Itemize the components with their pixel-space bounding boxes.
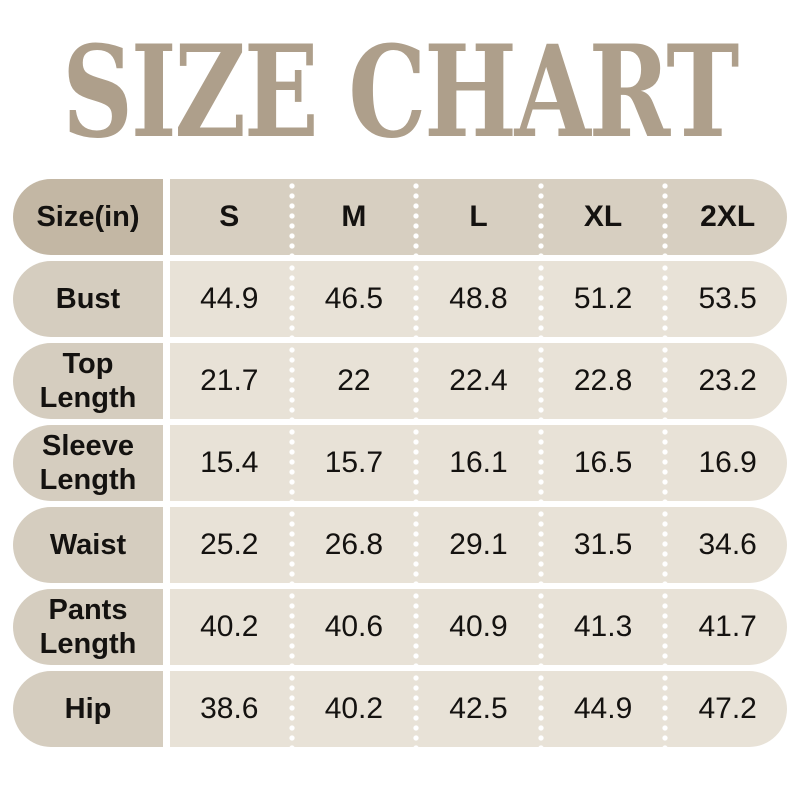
value-cell: 16.5 [573,446,633,479]
dotted-divider [537,425,544,501]
row-label: Sleeve Length [13,425,163,501]
dotted-divider [288,589,295,665]
dotted-divider [662,589,669,665]
row-label: Top Length [13,343,163,419]
row-label: Bust [13,261,163,337]
dotted-divider [537,671,544,747]
dotted-divider [662,261,669,337]
value-cell: 25.2 [200,528,259,561]
dotted-divider [288,671,295,747]
dotted-divider [537,589,544,665]
dotted-divider [413,671,420,747]
table-row-sleeve-length: Sleeve Length 15.4 15.7 16.1 16.5 16.9 [13,425,787,501]
dotted-divider [288,425,295,501]
table-row-waist: Waist 25.2 26.8 29.1 31.5 34.6 [13,507,787,583]
value-cell: 15.7 [324,446,384,479]
dotted-divider [288,343,295,419]
value-cell: 48.8 [449,282,508,315]
size-table: Size(in) S M L XL 2XL Bust 44.9 46.5 48 [13,179,787,753]
value-cell: 22 [337,364,371,397]
value-cell: 31.5 [573,528,633,561]
row-band: 44.9 46.5 48.8 51.2 53.5 [170,261,787,337]
dotted-divider [662,179,669,255]
header-size-unit-cell: Size(in) [13,179,163,255]
value-cell: 41.7 [698,610,757,643]
row-band: 38.6 40.2 42.5 44.9 47.2 [170,671,787,747]
dotted-divider [413,261,420,337]
value-cell: 16.1 [449,446,508,479]
dotted-divider [288,507,295,583]
header-cell-l: L [469,200,488,233]
value-cell: 53.5 [698,282,757,315]
value-cell: 34.6 [698,528,757,561]
value-cell: 40.2 [200,610,259,643]
row-label: Waist [13,507,163,583]
dotted-divider [537,343,544,419]
dotted-divider [413,343,420,419]
header-cell-m: M [341,200,367,233]
value-cell: 51.2 [573,282,633,315]
value-cell: 23.2 [698,364,757,397]
value-cell: 46.5 [324,282,384,315]
value-cell: 40.9 [449,610,508,643]
dotted-divider [413,589,420,665]
dotted-divider [662,507,669,583]
table-row-pants-length: Pants Length 40.2 40.6 40.9 41.3 41.7 [13,589,787,665]
table-row-bust: Bust 44.9 46.5 48.8 51.2 53.5 [13,261,787,337]
table-row-hip: Hip 38.6 40.2 42.5 44.9 47.2 [13,671,787,747]
value-cell: 44.9 [573,692,633,725]
value-cell: 40.2 [324,692,384,725]
dotted-divider [537,507,544,583]
value-cell: 15.4 [200,446,259,479]
dotted-divider [662,671,669,747]
dotted-divider [413,179,420,255]
value-cell: 44.9 [200,282,259,315]
value-cell: 29.1 [449,528,508,561]
header-band: S M L XL 2XL [170,179,787,255]
value-cell: 47.2 [698,692,757,725]
value-cell: 16.9 [698,446,757,479]
title-area: SIZE CHART [0,0,800,172]
value-cell: 41.3 [573,610,633,643]
row-band: 40.2 40.6 40.9 41.3 41.7 [170,589,787,665]
value-cell: 22.4 [449,364,508,397]
row-label: Pants Length [13,589,163,665]
row-band: 25.2 26.8 29.1 31.5 34.6 [170,507,787,583]
value-cell: 40.6 [324,610,384,643]
dotted-divider [413,507,420,583]
table-row-top-length: Top Length 21.7 22 22.4 22.8 23.2 [13,343,787,419]
dotted-divider [662,425,669,501]
dotted-divider [288,179,295,255]
page-title: SIZE CHART [62,18,740,166]
header-cell-2xl: 2XL [700,200,756,233]
value-cell: 26.8 [324,528,384,561]
dotted-divider [537,261,544,337]
dotted-divider [662,343,669,419]
value-cell: 38.6 [200,692,259,725]
value-cell: 42.5 [449,692,508,725]
value-cell: 21.7 [200,364,259,397]
row-band: 21.7 22 22.4 22.8 23.2 [170,343,787,419]
dotted-divider [288,261,295,337]
header-cell-s: S [219,200,240,233]
dotted-divider [537,179,544,255]
header-cell-xl: XL [583,200,623,233]
value-cell: 22.8 [573,364,633,397]
dotted-divider [413,425,420,501]
row-band: 15.4 15.7 16.1 16.5 16.9 [170,425,787,501]
table-header-row: Size(in) S M L XL 2XL [13,179,787,255]
row-label: Hip [13,671,163,747]
